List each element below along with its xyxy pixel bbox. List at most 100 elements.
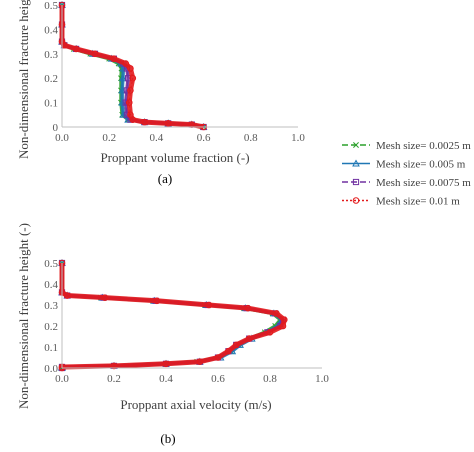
legend-item: Mesh size= 0.0025 m [342, 140, 471, 152]
chart-b-data-point [162, 360, 170, 368]
chart-a-series-line [60, 5, 204, 129]
chart-a-x-tick-label: 1.0 [291, 132, 305, 144]
legend: Mesh size= 0.0025 m Mesh size= 0.005 m Mes… [342, 140, 471, 208]
legend-marker [352, 197, 360, 204]
chart-b-data-point [153, 297, 161, 305]
chart-a-x-tick-label: 0.2 [102, 132, 116, 144]
chart-a-marks [58, 0, 208, 131]
chart-b-data-point [196, 358, 204, 366]
chart-b-data-point [63, 292, 71, 299]
chart-b-x-tick-label: 0.8 [263, 373, 277, 385]
chart-a-y-tick-label: 0.3 [44, 49, 58, 61]
chart-b-data-point [225, 347, 232, 355]
legend-item: Mesh size= 0.0075 m [342, 177, 471, 189]
chart-b-x-tick-label: 0.4 [159, 373, 173, 385]
chart-a-series-mesh-size-0-005-m [58, 0, 208, 130]
chart-a-data-point [72, 45, 80, 53]
chart-a-y-tick-label: 0.2 [44, 73, 58, 85]
chart-a-data-point [125, 99, 133, 106]
chart-a-y-tick-label: 0.1 [44, 98, 58, 110]
legend-label: Mesh size= 0.005 m [376, 159, 466, 171]
chart-b-data-point [273, 310, 280, 317]
chart-a-series-dash-line [61, 5, 204, 128]
legend-marker [352, 159, 360, 167]
chart-a-axes: 0.0 0.2 0.4 0.6 0.8 1.0 0 0.1 0.2 0.3 0.4 0.5 [44, 0, 305, 144]
chart-b-data-point [279, 322, 287, 330]
chart-b-x-tick-label: 0.2 [107, 373, 121, 385]
chart-b-axes: 0.0 0.2 0.4 0.6 0.8 1.0 0.0 0.1 0.2 0.3 0.4 0.5 [44, 258, 329, 385]
chart-b-x-axis-label: Proppant axial velocity (m/s) [120, 397, 271, 412]
chart-b-marks [58, 258, 288, 372]
legend-item: Mesh size= 0.01 m [342, 196, 460, 208]
chart-a-series-line [60, 5, 204, 129]
legend-marker [352, 178, 360, 186]
chart-a-series-mesh-size-0-0025-m [59, 2, 207, 130]
chart-b-y-tick-label: 0.5 [44, 258, 58, 270]
chart-a-data-point [119, 110, 128, 118]
chart-b-series-line [60, 263, 283, 369]
chart-b-series-mesh-size-0-0075-m [58, 259, 287, 372]
chart-b-series-dash-line [61, 263, 285, 368]
chart-a-y-axis-label: Non-dimensional fracture height (-) [16, 0, 31, 159]
chart-b-x-tick-label: 1.0 [315, 373, 329, 385]
chart-b-series-line [59, 263, 287, 370]
chart-a-series-dash-line [61, 5, 204, 128]
chart-b-data-point [281, 316, 288, 324]
chart-a-data-point [119, 74, 127, 82]
chart-a-series-line [60, 5, 204, 129]
chart-b-series-mesh-size-0-01-m [58, 259, 288, 372]
chart-a-data-point [118, 86, 127, 94]
chart-a-x-tick-label: 0.0 [55, 132, 69, 144]
chart-b-data-point [101, 294, 109, 301]
chart-b-y-tick-label: 0.4 [44, 279, 58, 291]
chart-b-data-point [214, 354, 222, 361]
legend-label: Mesh size= 0.0075 m [376, 177, 471, 189]
chart-panel-b: 0.0 0.2 0.4 0.6 0.8 1.0 0.0 0.1 0.2 0.3 0.4 0.5 Pro… [16, 223, 329, 446]
chart-a-data-point [91, 50, 99, 58]
chart-a-data-point [110, 55, 118, 62]
chart-b-series-line [60, 263, 285, 369]
panel-label-a: (a) [158, 171, 172, 186]
chart-b-data-point [244, 304, 252, 312]
chart-b-data-point [245, 335, 253, 342]
chart-panel-a: 0.0 0.2 0.4 0.6 0.8 1.0 0 0.1 0.2 0.3 0.4 0.5 Propp… [16, 0, 305, 186]
chart-a-series-dash-line [61, 5, 204, 128]
chart-a-data-point [118, 98, 127, 106]
chart-b-series-dash-line [61, 263, 282, 368]
chart-a-x-axis-label: Proppant volume fraction (-) [100, 150, 249, 165]
chart-b-series-dash-line [61, 263, 284, 368]
chart-b-x-tick-label: 0.0 [55, 373, 69, 385]
chart-b-data-point [266, 329, 274, 336]
chart-a-y-tick-label: 0.4 [44, 24, 58, 36]
legend-label: Mesh size= 0.01 m [376, 196, 460, 208]
legend-label: Mesh size= 0.0025 m [376, 140, 471, 152]
chart-b-data-point [232, 341, 240, 349]
panel-label-b: (b) [160, 431, 175, 446]
chart-a-data-point [127, 87, 134, 94]
chart-b-series-dash-line [61, 263, 283, 368]
chart-b-y-tick-label: 0.0 [44, 363, 58, 375]
chart-a-series-mesh-size-0-01-m [58, 1, 207, 131]
chart-a-data-point [141, 118, 148, 126]
legend-marker [353, 142, 359, 148]
chart-a-y-tick-label: 0 [53, 122, 59, 134]
chart-a-y-tick-label: 0.5 [44, 0, 58, 12]
chart-b-y-axis-label: Non-dimensional fracture height (-) [16, 223, 31, 409]
chart-a-data-point [129, 74, 137, 82]
chart-a-series-dash-line [61, 5, 204, 128]
chart-b-y-tick-label: 0.3 [44, 300, 58, 312]
chart-b-data-point [110, 362, 118, 370]
chart-a-series-line [59, 5, 205, 130]
chart-b-y-tick-label: 0.1 [44, 342, 58, 354]
chart-b-data-point [205, 301, 213, 309]
chart-b-series-mesh-size-0-005-m [58, 258, 286, 371]
chart-a-x-tick-label: 0.4 [150, 132, 164, 144]
chart-a-x-tick-label: 0.6 [197, 132, 211, 144]
chart-a-series-mesh-size-0-0075-m [58, 1, 207, 131]
chart-a-data-point [122, 60, 130, 67]
chart-a-data-point [164, 120, 172, 127]
chart-b-series-mesh-size-0-0025-m [59, 260, 284, 371]
chart-a-data-point [127, 65, 134, 72]
chart-b-y-tick-label: 0.2 [44, 321, 58, 333]
